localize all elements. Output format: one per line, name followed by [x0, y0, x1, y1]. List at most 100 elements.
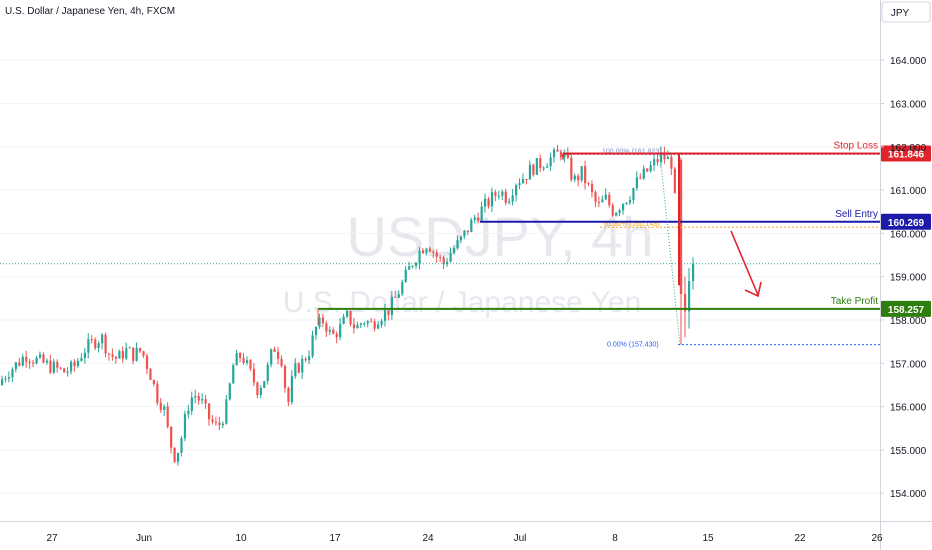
candle-body[interactable] — [646, 168, 649, 172]
candle-body[interactable] — [38, 354, 42, 358]
candle-body[interactable] — [477, 217, 480, 221]
candle-body[interactable] — [190, 397, 193, 411]
candle-body[interactable] — [114, 356, 118, 359]
candle-body[interactable] — [63, 368, 66, 373]
candle-body[interactable] — [390, 296, 394, 316]
candle-body[interactable] — [111, 354, 114, 357]
candle-body[interactable] — [459, 236, 463, 241]
candle-body[interactable] — [149, 368, 152, 381]
candle-body[interactable] — [225, 399, 228, 424]
candle-body[interactable] — [87, 339, 90, 353]
candle-body[interactable] — [577, 175, 580, 181]
candle-body[interactable] — [518, 183, 521, 185]
candle-body[interactable] — [66, 371, 69, 373]
candle-body[interactable] — [442, 257, 445, 265]
candle-body[interactable] — [166, 406, 169, 427]
candle-body[interactable] — [684, 294, 687, 312]
candle-body[interactable] — [642, 168, 645, 179]
candle-body[interactable] — [270, 349, 273, 365]
candle-body[interactable] — [156, 383, 159, 403]
candle-body[interactable] — [76, 360, 80, 367]
candle-body[interactable] — [625, 202, 628, 204]
candle-body[interactable] — [559, 151, 563, 158]
candle-body[interactable] — [142, 351, 145, 356]
candle-body[interactable] — [235, 353, 238, 366]
candle-body[interactable] — [632, 188, 635, 201]
candle-body[interactable] — [542, 167, 545, 169]
candle-body[interactable] — [14, 362, 17, 370]
candle-body[interactable] — [428, 248, 431, 252]
candle-body[interactable] — [573, 175, 576, 180]
candle-body[interactable] — [673, 168, 676, 194]
candle-body[interactable] — [245, 360, 249, 363]
candle-body[interactable] — [401, 281, 404, 295]
candle-body[interactable] — [194, 396, 197, 398]
candle-body[interactable] — [335, 333, 338, 338]
candle-body[interactable] — [294, 363, 297, 377]
candle-body[interactable] — [663, 152, 666, 160]
candle-body[interactable] — [604, 194, 607, 200]
candle-body[interactable] — [152, 380, 155, 384]
candle-body[interactable] — [473, 217, 476, 220]
candle-body[interactable] — [11, 369, 14, 378]
candle-body[interactable] — [415, 263, 418, 266]
candle-body[interactable] — [346, 310, 349, 317]
candle-body[interactable] — [584, 166, 587, 184]
candle-body[interactable] — [535, 158, 538, 175]
candle-body[interactable] — [107, 353, 111, 355]
candle-body[interactable] — [539, 158, 542, 168]
candle-body[interactable] — [439, 256, 442, 258]
candle-body[interactable] — [283, 365, 287, 388]
candle-body[interactable] — [463, 230, 466, 237]
candle-body[interactable] — [553, 149, 556, 158]
candle-body[interactable] — [256, 382, 259, 396]
candle-body[interactable] — [653, 159, 656, 166]
candle-body[interactable] — [214, 421, 218, 423]
candle-body[interactable] — [204, 399, 207, 404]
candle-body[interactable] — [221, 423, 224, 426]
candle-body[interactable] — [228, 383, 231, 400]
candle-body[interactable] — [380, 320, 383, 325]
candle-body[interactable] — [601, 199, 604, 203]
candle-body[interactable] — [597, 201, 601, 203]
candle-body[interactable] — [159, 402, 162, 410]
candle-body[interactable] — [566, 153, 569, 158]
candle-body[interactable] — [28, 361, 31, 363]
candle-body[interactable] — [259, 387, 262, 396]
candle-body[interactable] — [494, 192, 497, 196]
candle-body[interactable] — [366, 321, 369, 324]
candle-body[interactable] — [515, 184, 518, 196]
candle-body[interactable] — [180, 438, 183, 453]
candle-body[interactable] — [139, 348, 142, 352]
candle-body[interactable] — [692, 263, 695, 282]
candle-body[interactable] — [208, 403, 211, 420]
candle-body[interactable] — [377, 324, 380, 329]
candle-body[interactable] — [556, 149, 559, 152]
candle-body[interactable] — [132, 347, 135, 361]
candle-body[interactable] — [670, 156, 673, 169]
candle-body[interactable] — [688, 281, 691, 312]
candle-body[interactable] — [314, 326, 318, 336]
candle-body[interactable] — [466, 230, 469, 233]
candle-body[interactable] — [35, 357, 38, 364]
candle-body[interactable] — [549, 157, 552, 167]
candle-body[interactable] — [356, 324, 359, 329]
candle-body[interactable] — [70, 361, 73, 372]
candle-body[interactable] — [73, 361, 76, 367]
candle-body[interactable] — [301, 358, 304, 373]
candle-body[interactable] — [470, 219, 473, 233]
candle-body[interactable] — [94, 339, 97, 348]
candle-body[interactable] — [611, 205, 614, 216]
candle-body[interactable] — [145, 355, 149, 369]
candle-body[interactable] — [42, 354, 45, 363]
candle-body[interactable] — [101, 334, 104, 344]
candle-body[interactable] — [622, 203, 625, 211]
candle-body[interactable] — [239, 353, 242, 358]
candle-body[interactable] — [273, 349, 276, 352]
candle-body[interactable] — [435, 252, 438, 257]
candle-body[interactable] — [349, 310, 352, 325]
candle-body[interactable] — [197, 396, 200, 401]
candle-body[interactable] — [211, 419, 214, 422]
candle-body[interactable] — [563, 153, 566, 158]
